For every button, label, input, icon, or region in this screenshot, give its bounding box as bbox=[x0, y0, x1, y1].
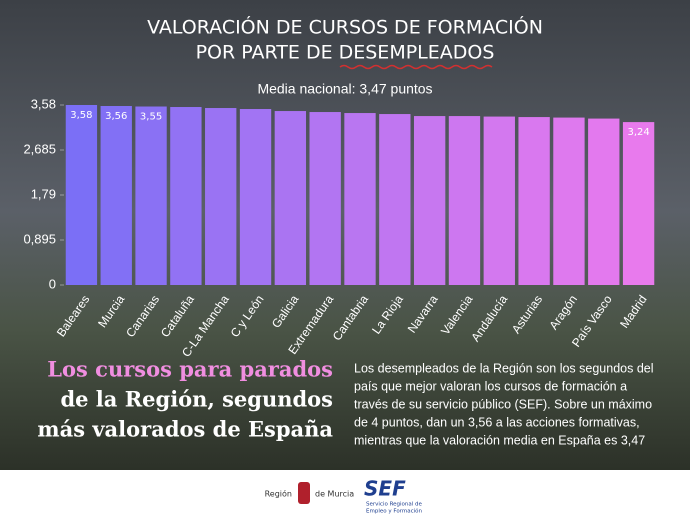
bar bbox=[379, 114, 411, 285]
value-label: 3,24 bbox=[627, 127, 649, 138]
bar bbox=[622, 122, 655, 285]
bar bbox=[448, 116, 481, 285]
footer-text: Región bbox=[265, 489, 292, 499]
chart-title: VALORACIÓN DE CURSOS DE FORMACIÓN bbox=[147, 15, 543, 39]
body-line: mientras que la valoración media en Espa… bbox=[354, 433, 645, 447]
value-label: 3,56 bbox=[105, 111, 127, 122]
bar bbox=[588, 118, 620, 286]
logo-caption: Servicio Regional de bbox=[366, 502, 423, 508]
bar bbox=[205, 108, 237, 286]
headline-line: más valorados de España bbox=[37, 417, 333, 442]
bar bbox=[518, 117, 550, 285]
crest bbox=[298, 482, 310, 504]
value-label: 3,55 bbox=[140, 112, 162, 123]
footer-band bbox=[0, 470, 690, 518]
bar bbox=[65, 105, 98, 285]
logo-caption: Empleo y Formación bbox=[366, 508, 422, 515]
bar bbox=[135, 106, 167, 285]
chart-subtitle: Media nacional: 3,47 puntos bbox=[257, 81, 432, 97]
bar bbox=[344, 113, 376, 285]
bar bbox=[553, 117, 585, 286]
body-line: país que mejor valoran los cursos de for… bbox=[354, 379, 627, 393]
body-line: Los desempleados de la Región son los se… bbox=[354, 361, 654, 375]
chart-title: POR PARTE DE DESEMPLEADOS bbox=[196, 42, 495, 64]
headline-line: Los cursos para parados bbox=[47, 357, 333, 382]
headline: Los cursos para parados de la Región, se… bbox=[37, 357, 333, 442]
bar bbox=[309, 112, 341, 285]
value-label: 3,58 bbox=[70, 110, 92, 121]
bar bbox=[483, 116, 515, 286]
bar bbox=[274, 111, 307, 286]
headline-line: de la Región, segundos bbox=[60, 387, 333, 412]
y-tick-label: 0,895 bbox=[23, 231, 56, 246]
bar bbox=[170, 107, 202, 285]
bar bbox=[239, 109, 272, 286]
y-tick-label: 0 bbox=[49, 276, 56, 291]
y-tick-label: 1,79 bbox=[31, 186, 56, 201]
body-line: través de su servicio público (SEF). Sob… bbox=[354, 397, 652, 411]
bar bbox=[413, 116, 446, 285]
underline bbox=[339, 64, 493, 70]
logo: SEF bbox=[364, 477, 406, 501]
y-tick-label: 2,685 bbox=[23, 141, 56, 156]
y-tick-label: 3,58 bbox=[31, 96, 56, 111]
footer-text: de Murcia bbox=[315, 490, 354, 499]
body-text: Los desempleados de la Región son los se… bbox=[354, 361, 654, 447]
bar bbox=[100, 106, 132, 285]
body-line: de 4 puntos, dan un 3,56 a las acciones … bbox=[354, 415, 640, 429]
